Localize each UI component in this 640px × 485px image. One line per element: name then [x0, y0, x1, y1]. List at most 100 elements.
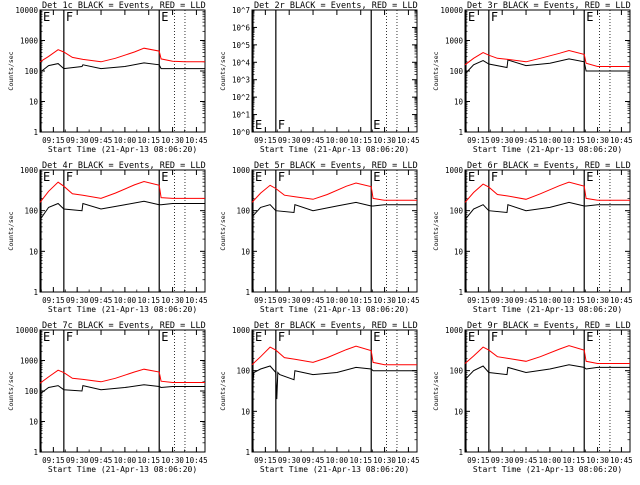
series-line-events	[251, 201, 417, 218]
y-tick-label: 1000	[20, 166, 39, 175]
y-tick-label: 10000	[15, 326, 38, 335]
y-tick-label: 10^4	[232, 58, 251, 67]
series-line-lld	[39, 368, 205, 384]
orbit-flag-label: F	[491, 10, 498, 24]
orbit-flag-label: E	[161, 170, 168, 184]
detector-panel-8: Det 8r BLACK = Events, RED = LLD 1 10 100 10…	[219, 321, 420, 474]
y-tick-label: 100	[449, 207, 463, 216]
x-tick-label: 10:45	[185, 296, 208, 305]
orbit-flag-label: F	[491, 330, 498, 344]
y-tick-label: 1	[458, 448, 463, 457]
x-tick-label: 10:30	[161, 296, 184, 305]
y-tick-label: 100	[24, 387, 38, 396]
orbit-flag-label: E	[161, 10, 168, 24]
series-line-events	[464, 58, 630, 75]
x-axis-label: Start Time (21-Apr-13 08:06:20)	[48, 305, 197, 314]
series-line-events	[39, 200, 205, 220]
y-tick-label: 1000	[20, 37, 39, 46]
orbit-flag-label: F	[66, 170, 73, 184]
y-tick-label: 1	[33, 128, 38, 137]
x-tick-label: 09:45	[302, 456, 325, 465]
x-tick-label: 10:45	[185, 136, 208, 145]
orbit-flag-label: E	[373, 170, 380, 184]
x-tick-label: 09:30	[66, 456, 89, 465]
x-tick-label: 09:30	[278, 296, 301, 305]
panel-title: Det 1c BLACK = Events, RED = LLD	[42, 1, 206, 11]
y-tick-label: 10	[29, 418, 39, 427]
x-tick-label: 09:15	[42, 456, 65, 465]
x-tick-label: 09:30	[278, 136, 301, 145]
series-line-lld	[251, 182, 417, 203]
x-tick-label: 09:30	[66, 296, 89, 305]
x-tick-label: 09:45	[90, 296, 113, 305]
y-tick-label: 10	[454, 407, 464, 416]
y-tick-label: 1	[245, 448, 250, 457]
x-tick-label: 10:00	[114, 456, 137, 465]
x-tick-label: 09:45	[90, 456, 113, 465]
x-axis-label: Start Time (21-Apr-13 08:06:20)	[260, 145, 409, 154]
x-axis-label: Start Time (21-Apr-13 08:06:20)	[260, 465, 409, 474]
detector-panel-3: Det 3r BLACK = Events, RED = LLD 1 10 100 10…	[432, 1, 633, 154]
detector-panel-4: Det 4r BLACK = Events, RED = LLD 1 10 100 10…	[7, 161, 208, 314]
y-tick-label: 1000	[445, 166, 464, 175]
x-tick-label: 09:15	[467, 296, 490, 305]
y-tick-label: 10000	[15, 6, 38, 15]
x-tick-label: 10:00	[114, 136, 137, 145]
x-tick-label: 10:00	[326, 296, 349, 305]
x-tick-label: 10:15	[562, 456, 585, 465]
x-tick-label: 09:15	[254, 296, 277, 305]
orbit-flag-label: E	[43, 330, 50, 344]
x-tick-label: 09:30	[278, 456, 301, 465]
y-tick-label: 100	[236, 207, 250, 216]
x-tick-label: 09:15	[254, 456, 277, 465]
orbit-flag-label: E	[43, 170, 50, 184]
x-tick-label: 10:30	[161, 136, 184, 145]
y-tick-label: 10	[241, 407, 251, 416]
y-tick-label: 10^1	[232, 111, 250, 120]
panel-title: Det 5r BLACK = Events, RED = LLD	[254, 161, 418, 171]
orbit-flag-label: E	[468, 10, 475, 24]
orbit-flag-label: F	[491, 170, 498, 184]
orbit-flag-label: E	[255, 118, 262, 132]
x-tick-label: 09:45	[515, 296, 538, 305]
orbit-flag-label: F	[66, 330, 73, 344]
series-line-events	[251, 365, 417, 400]
y-tick-label: 1	[458, 288, 463, 297]
orbit-flag-label: F	[278, 118, 285, 132]
x-tick-label: 10:00	[326, 136, 349, 145]
panel-title: Det 6r BLACK = Events, RED = LLD	[467, 161, 631, 171]
detector-panel-1: Det 1c BLACK = Events, RED = LLD 1 10 100 10…	[7, 1, 208, 154]
x-tick-label: 10:45	[397, 296, 420, 305]
orbit-flag-label: F	[278, 170, 285, 184]
plot-frame	[39, 329, 206, 453]
x-tick-label: 10:30	[373, 296, 396, 305]
y-axis-label: Counts/sec	[219, 51, 227, 90]
detector-panel-5: Det 5r BLACK = Events, RED = LLD 1 10 100 10…	[219, 161, 420, 314]
x-axis-label: Start Time (21-Apr-13 08:06:20)	[48, 145, 197, 154]
plot-frame	[39, 9, 206, 133]
x-tick-label: 10:45	[185, 456, 208, 465]
x-axis-label: Start Time (21-Apr-13 08:06:20)	[48, 465, 197, 474]
plot-frame	[251, 9, 418, 133]
x-tick-label: 10:00	[114, 296, 137, 305]
x-tick-label: 10:15	[137, 296, 160, 305]
x-tick-label: 10:00	[539, 456, 562, 465]
x-tick-label: 10:45	[610, 456, 633, 465]
y-axis-label: Counts/sec	[432, 371, 440, 410]
y-tick-label: 1000	[232, 326, 251, 335]
x-tick-label: 10:45	[397, 136, 420, 145]
series-line-lld	[39, 180, 205, 203]
series-line-lld	[251, 345, 417, 366]
plot-frame	[464, 169, 631, 293]
x-tick-label: 10:00	[326, 456, 349, 465]
series-line-lld	[464, 345, 630, 364]
orbit-flag-label: E	[161, 330, 168, 344]
y-tick-label: 10^5	[232, 41, 250, 50]
x-tick-label: 10:15	[137, 136, 160, 145]
x-tick-label: 10:00	[539, 136, 562, 145]
x-tick-label: 09:15	[467, 456, 490, 465]
y-tick-label: 10^6	[232, 23, 251, 32]
y-axis-label: Counts/sec	[7, 51, 15, 90]
y-tick-label: 10	[29, 98, 39, 107]
